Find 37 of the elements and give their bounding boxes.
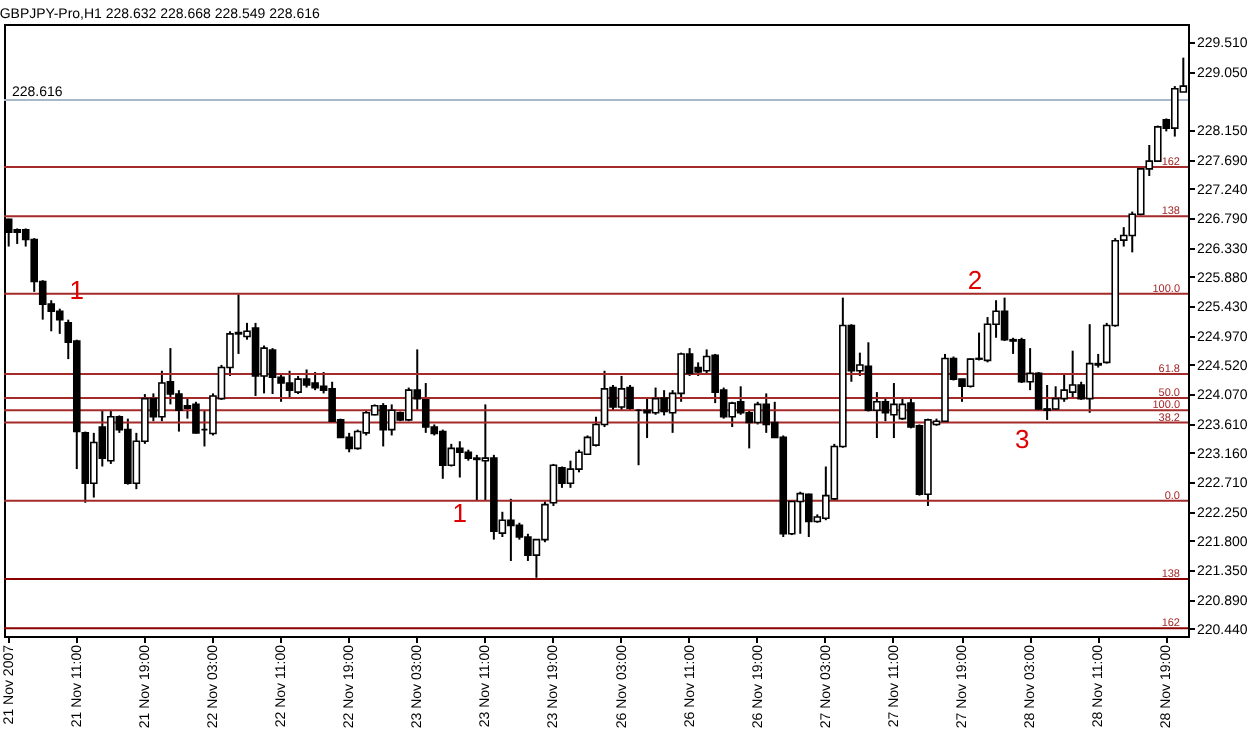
candlestick xyxy=(1000,296,1009,342)
candlestick xyxy=(762,392,771,434)
candlestick xyxy=(524,532,532,562)
annotation: 1 xyxy=(452,497,468,528)
candlestick xyxy=(302,368,311,389)
candlestick xyxy=(294,374,302,396)
candlestick xyxy=(285,369,294,399)
candlestick xyxy=(251,321,260,397)
candlestick xyxy=(311,371,319,392)
annotation: 3 xyxy=(1015,424,1030,455)
candlestick xyxy=(796,490,805,535)
candlestick xyxy=(507,497,515,562)
candlestick xyxy=(1085,323,1094,414)
candlestick xyxy=(473,453,481,502)
candlestick xyxy=(175,389,183,433)
candlestick xyxy=(107,409,115,465)
candlestick xyxy=(660,389,668,417)
candlestick xyxy=(881,397,890,423)
candlestick xyxy=(966,357,975,389)
candlestick xyxy=(651,386,660,416)
candlestick xyxy=(387,403,396,437)
candlestick xyxy=(983,316,992,364)
candlestick xyxy=(438,428,447,480)
candlestick xyxy=(626,383,634,412)
candlestick xyxy=(268,347,277,396)
candlestick xyxy=(1034,371,1043,412)
candlestick xyxy=(864,341,873,413)
candlestick xyxy=(1060,372,1068,403)
annotation: 2 xyxy=(967,265,983,296)
candlestick xyxy=(55,307,64,335)
candlestick xyxy=(1068,349,1077,400)
candlestick xyxy=(617,374,626,412)
candlestick xyxy=(421,382,430,434)
candlestick xyxy=(890,382,898,440)
candlestick xyxy=(1017,336,1026,385)
candlestick xyxy=(1153,124,1162,163)
candlestick xyxy=(566,459,575,489)
